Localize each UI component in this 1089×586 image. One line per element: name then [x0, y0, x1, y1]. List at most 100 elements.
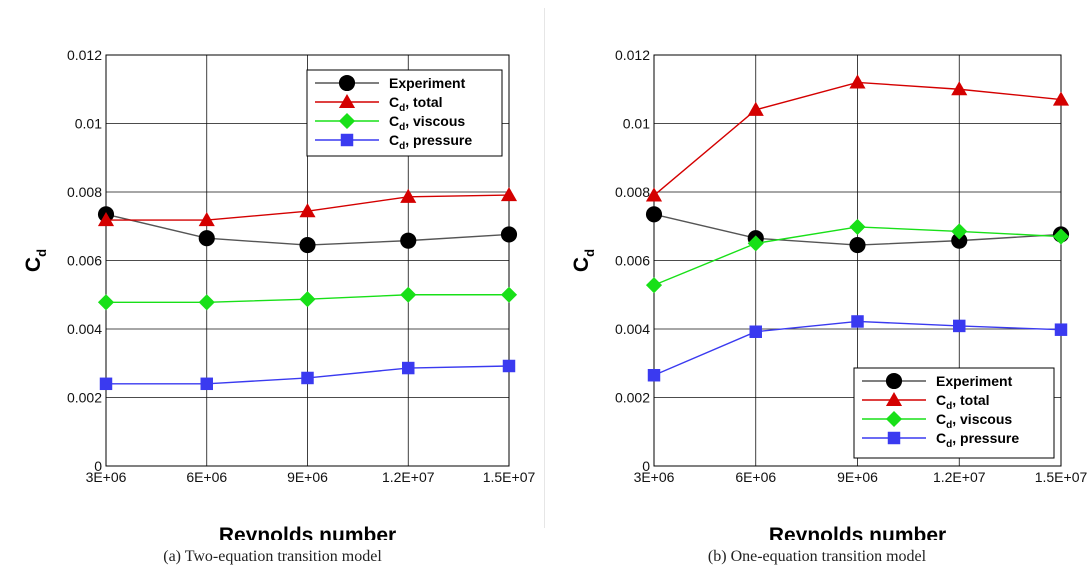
legend-label-sub: d — [946, 439, 952, 450]
plot-frame — [105, 54, 510, 467]
caption-one-equation: (b) One-equation transition model — [707, 548, 927, 565]
data-point — [400, 188, 417, 203]
y-tick-label: 0.01 — [623, 116, 650, 132]
legend-label-tail: , viscous — [952, 411, 1012, 427]
legend-label-tail: , total — [405, 94, 442, 110]
legend-label: Cd, total — [936, 392, 990, 412]
x-tick-label: 9E+06 — [287, 469, 328, 485]
chart-one-equation-svg: 0 0.002 0.004 0.006 0.008 0.01 0.012 3E+06 6E+06… — [570, 47, 1088, 547]
legend-marker — [338, 112, 356, 130]
legend-marker — [338, 93, 356, 109]
legend-label: Cd, pressure — [389, 132, 472, 152]
y-axis-label: Cd — [570, 249, 597, 272]
legend-entry: Cd, total — [862, 391, 990, 412]
data-point — [500, 226, 518, 243]
series-3 — [647, 315, 1068, 382]
legend-label: Cd, viscous — [389, 113, 465, 133]
legend-label-tail: , pressure — [405, 132, 472, 148]
data-point — [400, 232, 417, 249]
data-point — [301, 371, 314, 385]
legend-label-main: Experiment — [936, 373, 1013, 389]
legend-label-tail: , total — [952, 392, 989, 408]
legend-label-main: C — [936, 430, 946, 446]
y-axis-label: Cd — [22, 249, 49, 272]
series-1 — [97, 187, 518, 227]
data-point — [502, 359, 516, 373]
data-point — [299, 203, 316, 218]
legend-marker — [338, 74, 356, 92]
legend-label-main: C — [936, 392, 946, 408]
x-tick-label: 1.5E+07 — [483, 469, 536, 485]
legend-label-sub: d — [946, 420, 952, 431]
data-point — [647, 368, 661, 382]
data-point — [953, 319, 966, 333]
series-2 — [97, 286, 518, 311]
data-point — [1052, 228, 1070, 245]
legend-label-tail: , viscous — [405, 113, 465, 129]
data-point — [198, 212, 215, 227]
data-point — [951, 232, 968, 249]
y-axis-label-sub: d — [582, 249, 597, 257]
y-tick-label: 0.004 — [615, 321, 650, 337]
legend-entry: Cd, pressure — [315, 132, 472, 152]
legend-marker — [885, 391, 903, 407]
legend-label-sub: d — [399, 103, 405, 114]
data-point — [500, 286, 518, 303]
data-point — [645, 206, 663, 223]
legend-label-main: C — [936, 411, 946, 427]
data-point — [99, 377, 113, 391]
data-point — [951, 81, 968, 96]
legend-entry: Cd, total — [315, 93, 443, 114]
data-point — [500, 187, 518, 202]
plot-frame — [653, 54, 1062, 467]
legend-label-sub: d — [946, 401, 952, 412]
data-point — [851, 315, 864, 328]
legend-label-sub: d — [399, 122, 405, 133]
legend-label: Experiment — [389, 75, 466, 91]
data-point — [645, 187, 663, 202]
legend-label: Cd, pressure — [936, 430, 1019, 450]
y-tick-label: 0.006 — [615, 253, 650, 269]
data-point — [1054, 323, 1068, 336]
x-axis-label: Reynolds number — [219, 524, 396, 540]
chart-two-equation: 0 0.002 0.004 0.006 0.008 0.01 0.012 3E+06 6E+06… — [22, 47, 536, 547]
x-tick-label: 1.2E+07 — [382, 469, 435, 485]
legend-label-main: C — [389, 94, 399, 110]
legend-label: Cd, viscous — [936, 411, 1012, 431]
legend-label-tail: , pressure — [952, 430, 1019, 446]
legend-entry: Experiment — [315, 74, 466, 92]
data-point — [749, 325, 762, 338]
series-3 — [99, 359, 516, 391]
data-point — [849, 74, 866, 89]
y-tick-label: 0.002 — [67, 390, 102, 406]
data-point — [645, 277, 663, 294]
data-point — [849, 237, 866, 254]
y-tick-label: 0.008 — [67, 184, 102, 200]
x-tick-label: 1.2E+07 — [933, 469, 986, 485]
data-point — [849, 218, 866, 235]
series-0 — [97, 206, 518, 254]
y-axis-label-sub: d — [34, 249, 49, 257]
y-tick-label: 0.012 — [67, 47, 102, 63]
x-tick-label: 3E+06 — [634, 469, 675, 485]
legend-entry: Experiment — [862, 372, 1013, 390]
data-point — [1052, 91, 1070, 106]
data-point — [299, 291, 316, 308]
x-tick-label: 9E+06 — [837, 469, 878, 485]
chart-two-equation-svg: 0 0.002 0.004 0.006 0.008 0.01 0.012 3E+06 6E+06… — [22, 47, 536, 547]
data-point — [97, 294, 115, 311]
legend-entry: Cd, viscous — [315, 112, 465, 133]
y-axis-label-main: C — [22, 257, 45, 272]
legend-label: Cd, total — [389, 94, 443, 114]
data-point — [402, 361, 415, 375]
data-point — [198, 230, 215, 247]
x-tick-label: 1.5E+07 — [1035, 469, 1088, 485]
caption-two-equation: (a) Two-equation transition model — [163, 548, 382, 565]
series-1 — [645, 74, 1070, 202]
y-tick-label: 0 — [94, 458, 102, 474]
legend-label: Experiment — [936, 373, 1013, 389]
legend-label-main: Experiment — [389, 75, 466, 91]
data-point — [747, 101, 764, 116]
chart-one-equation: 0 0.002 0.004 0.006 0.008 0.01 0.012 3E+06 6E+06… — [545, 0, 1089, 586]
